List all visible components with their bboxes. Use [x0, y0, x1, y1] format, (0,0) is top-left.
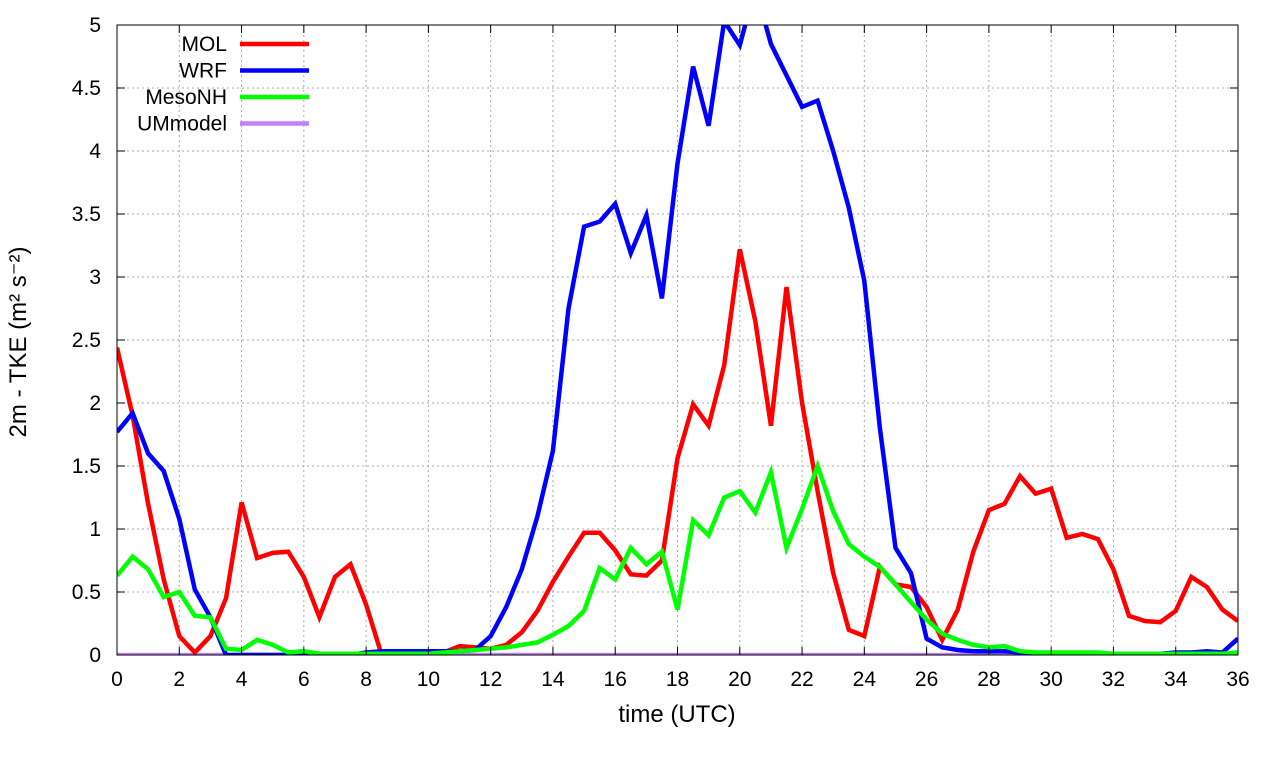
y-tick-label: 1.5 — [72, 455, 101, 478]
x-tick-label: 22 — [790, 668, 813, 691]
x-tick-label: 16 — [604, 668, 627, 691]
x-tick-label: 18 — [666, 668, 689, 691]
x-tick-label: 2 — [173, 668, 185, 691]
x-tick-label: 24 — [853, 668, 877, 691]
series-line-wrf — [117, 25, 1238, 655]
y-tick-label: 4 — [89, 140, 101, 163]
y-axis-title: 2m - TKE (m² s⁻²) — [5, 247, 32, 438]
y-tick-label: 3.5 — [72, 203, 101, 226]
x-tick-label: 36 — [1226, 668, 1249, 691]
y-tick-label: 5 — [89, 14, 101, 37]
legend-label-wrf: WRF — [179, 60, 227, 83]
grid — [117, 25, 1238, 655]
x-tick-label: 28 — [977, 668, 1000, 691]
y-tick-label: 0 — [89, 644, 101, 667]
y-tick-label: 2 — [89, 392, 101, 415]
x-tick-label: 34 — [1164, 668, 1188, 691]
x-tick-label: 26 — [915, 668, 938, 691]
y-tick-label: 1 — [89, 518, 101, 541]
axis-ticks: 0 2 4 6 8 10 12 14 16 18 20 22 24 26 28 30 32 34 3600.511.… — [72, 14, 1250, 691]
y-tick-label: 2.5 — [72, 329, 101, 352]
legend-label-mesonh: MesoNH — [145, 86, 227, 109]
x-tick-label: 14 — [541, 668, 565, 691]
x-tick-label: 0 — [111, 668, 123, 691]
x-tick-label: 12 — [479, 668, 502, 691]
y-tick-label: 0.5 — [72, 581, 101, 604]
x-tick-label: 32 — [1102, 668, 1125, 691]
x-tick-label: 20 — [728, 668, 751, 691]
x-tick-label: 30 — [1039, 668, 1062, 691]
series-line-mol — [117, 248, 1238, 655]
legend: MOL WRF MesoNH UMmodel — [137, 33, 309, 136]
x-tick-label: 8 — [360, 668, 372, 691]
y-tick-label: 3 — [89, 266, 101, 289]
x-tick-label: 10 — [417, 668, 440, 691]
legend-label-ummodel: UMmodel — [137, 113, 227, 136]
y-tick-label: 4.5 — [72, 77, 101, 100]
x-axis-title: time (UTC) — [618, 701, 735, 728]
x-tick-label: 6 — [298, 668, 310, 691]
x-tick-label: 4 — [236, 668, 248, 691]
legend-label-mol: MOL — [181, 33, 227, 56]
